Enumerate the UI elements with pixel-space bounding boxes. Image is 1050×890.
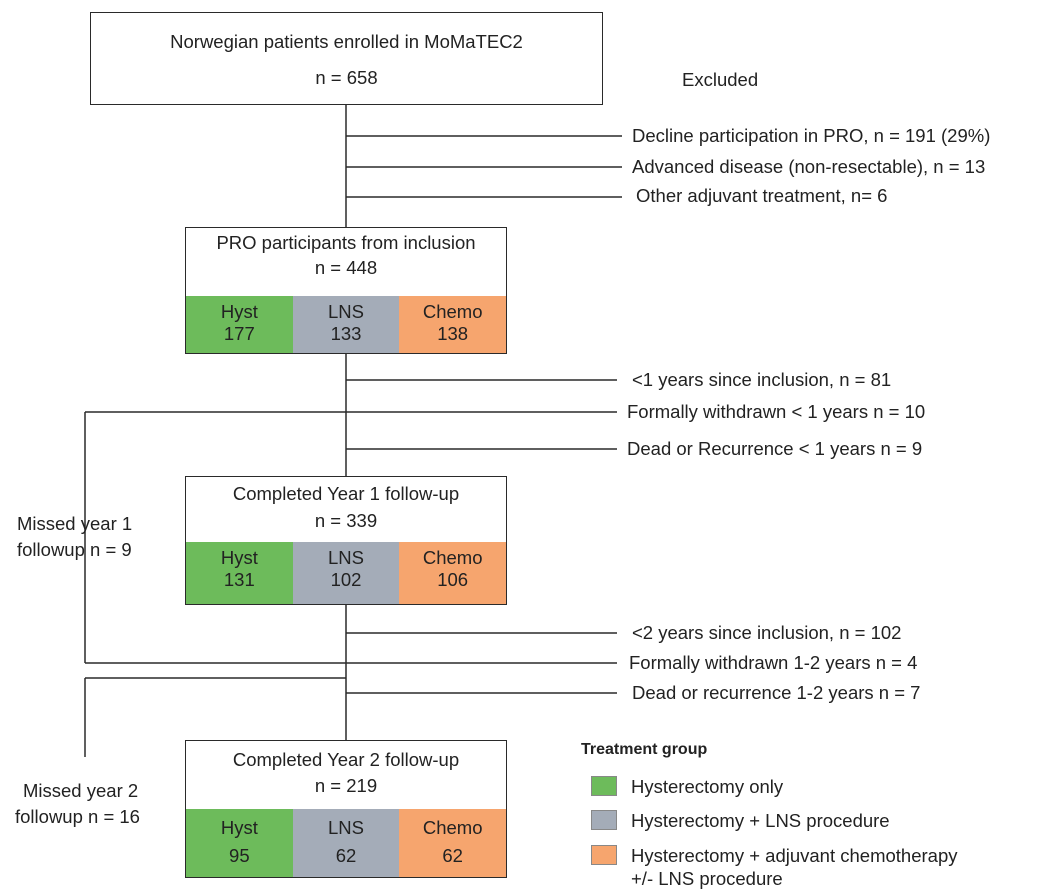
legend-title: Treatment group [581, 741, 708, 758]
exclusion-decline: Decline participation in PRO, n = 191 (2… [632, 125, 991, 146]
group-count: 102 [330, 569, 362, 590]
exclusion-withdrawn-lt1: Formally withdrawn < 1 years n = 10 [627, 401, 926, 422]
legend-swatch-hyst [591, 776, 617, 796]
legend-swatch-lns [591, 810, 617, 830]
group-name: LNS [328, 547, 364, 568]
missed-year1-line1: Missed year 1 [17, 513, 133, 534]
group-name: LNS [328, 301, 364, 322]
group-name: Chemo [422, 547, 483, 568]
year1-title: Completed Year 1 follow-up [232, 483, 460, 504]
enrolled-title: Norwegian patients enrolled in MoMaTEC2 [170, 31, 523, 52]
group-hyst: Hyst 177 [186, 296, 293, 353]
year2-title: Completed Year 2 follow-up [232, 749, 460, 770]
legend-label-chemo-line2: +/- LNS procedure [631, 868, 783, 889]
enrolled-box: Norwegian patients enrolled in MoMaTEC2 … [90, 12, 603, 105]
group-count: 106 [437, 569, 469, 590]
group-name: Hyst [220, 817, 258, 838]
year2-count: n = 219 [314, 775, 378, 796]
group-count: 133 [330, 323, 362, 344]
group-lns: LNS 62 [292, 809, 400, 877]
missed-year2-line1: Missed year 2 [23, 780, 139, 801]
group-lns: LNS 102 [292, 542, 400, 604]
legend-label-hyst: Hysterectomy only [631, 776, 784, 797]
pro-count: n = 448 [314, 257, 378, 278]
pro-title: PRO participants from inclusion [216, 232, 476, 253]
missed-year2-line2: followup n = 16 [15, 806, 140, 827]
group-chemo: Chemo 106 [399, 542, 507, 604]
group-count: 95 [229, 845, 250, 866]
missed-year1-line2: followup n = 9 [17, 539, 132, 560]
group-name: Chemo [422, 301, 483, 322]
legend-label-lns: Hysterectomy + LNS procedure [631, 810, 890, 831]
exclusion-other-treatment: Other adjuvant treatment, n= 6 [636, 185, 888, 206]
group-count: 177 [223, 323, 255, 344]
group-name: Chemo [422, 817, 483, 838]
group-chemo: Chemo 62 [399, 809, 507, 877]
exclusion-lt1-year: <1 years since inclusion, n = 81 [632, 369, 892, 390]
legend-label-chemo: Hysterectomy + adjuvant chemotherapy [631, 845, 958, 866]
excluded-label: Excluded [682, 69, 759, 90]
group-count: 62 [335, 845, 357, 866]
group-count: 138 [437, 323, 469, 344]
year1-count: n = 339 [314, 510, 378, 531]
group-lns: LNS 133 [292, 296, 400, 353]
exclusion-lt2-years: <2 years since inclusion, n = 102 [632, 622, 902, 643]
group-chemo: Chemo 138 [399, 296, 507, 353]
exclusion-withdrawn-1-2: Formally withdrawn 1-2 years n = 4 [629, 652, 918, 673]
legend-swatch-chemo [591, 845, 617, 865]
exclusion-dead-lt1: Dead or Recurrence < 1 years n = 9 [627, 438, 923, 459]
enrolled-count: n = 658 [315, 67, 378, 88]
group-hyst: Hyst 95 [186, 809, 293, 877]
group-name: Hyst [220, 547, 258, 568]
year2-box: Completed Year 2 follow-up n = 219 Hyst 9… [185, 740, 507, 878]
group-hyst: Hyst 131 [186, 542, 293, 604]
group-count: 131 [223, 569, 255, 590]
group-name: LNS [328, 817, 364, 838]
exclusion-advanced: Advanced disease (non-resectable), n = 1… [632, 156, 986, 177]
pro-participants-box: PRO participants from inclusion n = 448 … [185, 227, 507, 354]
group-count: 62 [442, 845, 463, 866]
group-name: Hyst [220, 301, 258, 322]
exclusion-dead-1-2: Dead or recurrence 1-2 years n = 7 [632, 682, 921, 703]
year1-box: Completed Year 1 follow-up n = 339 Hyst 1… [185, 476, 507, 605]
